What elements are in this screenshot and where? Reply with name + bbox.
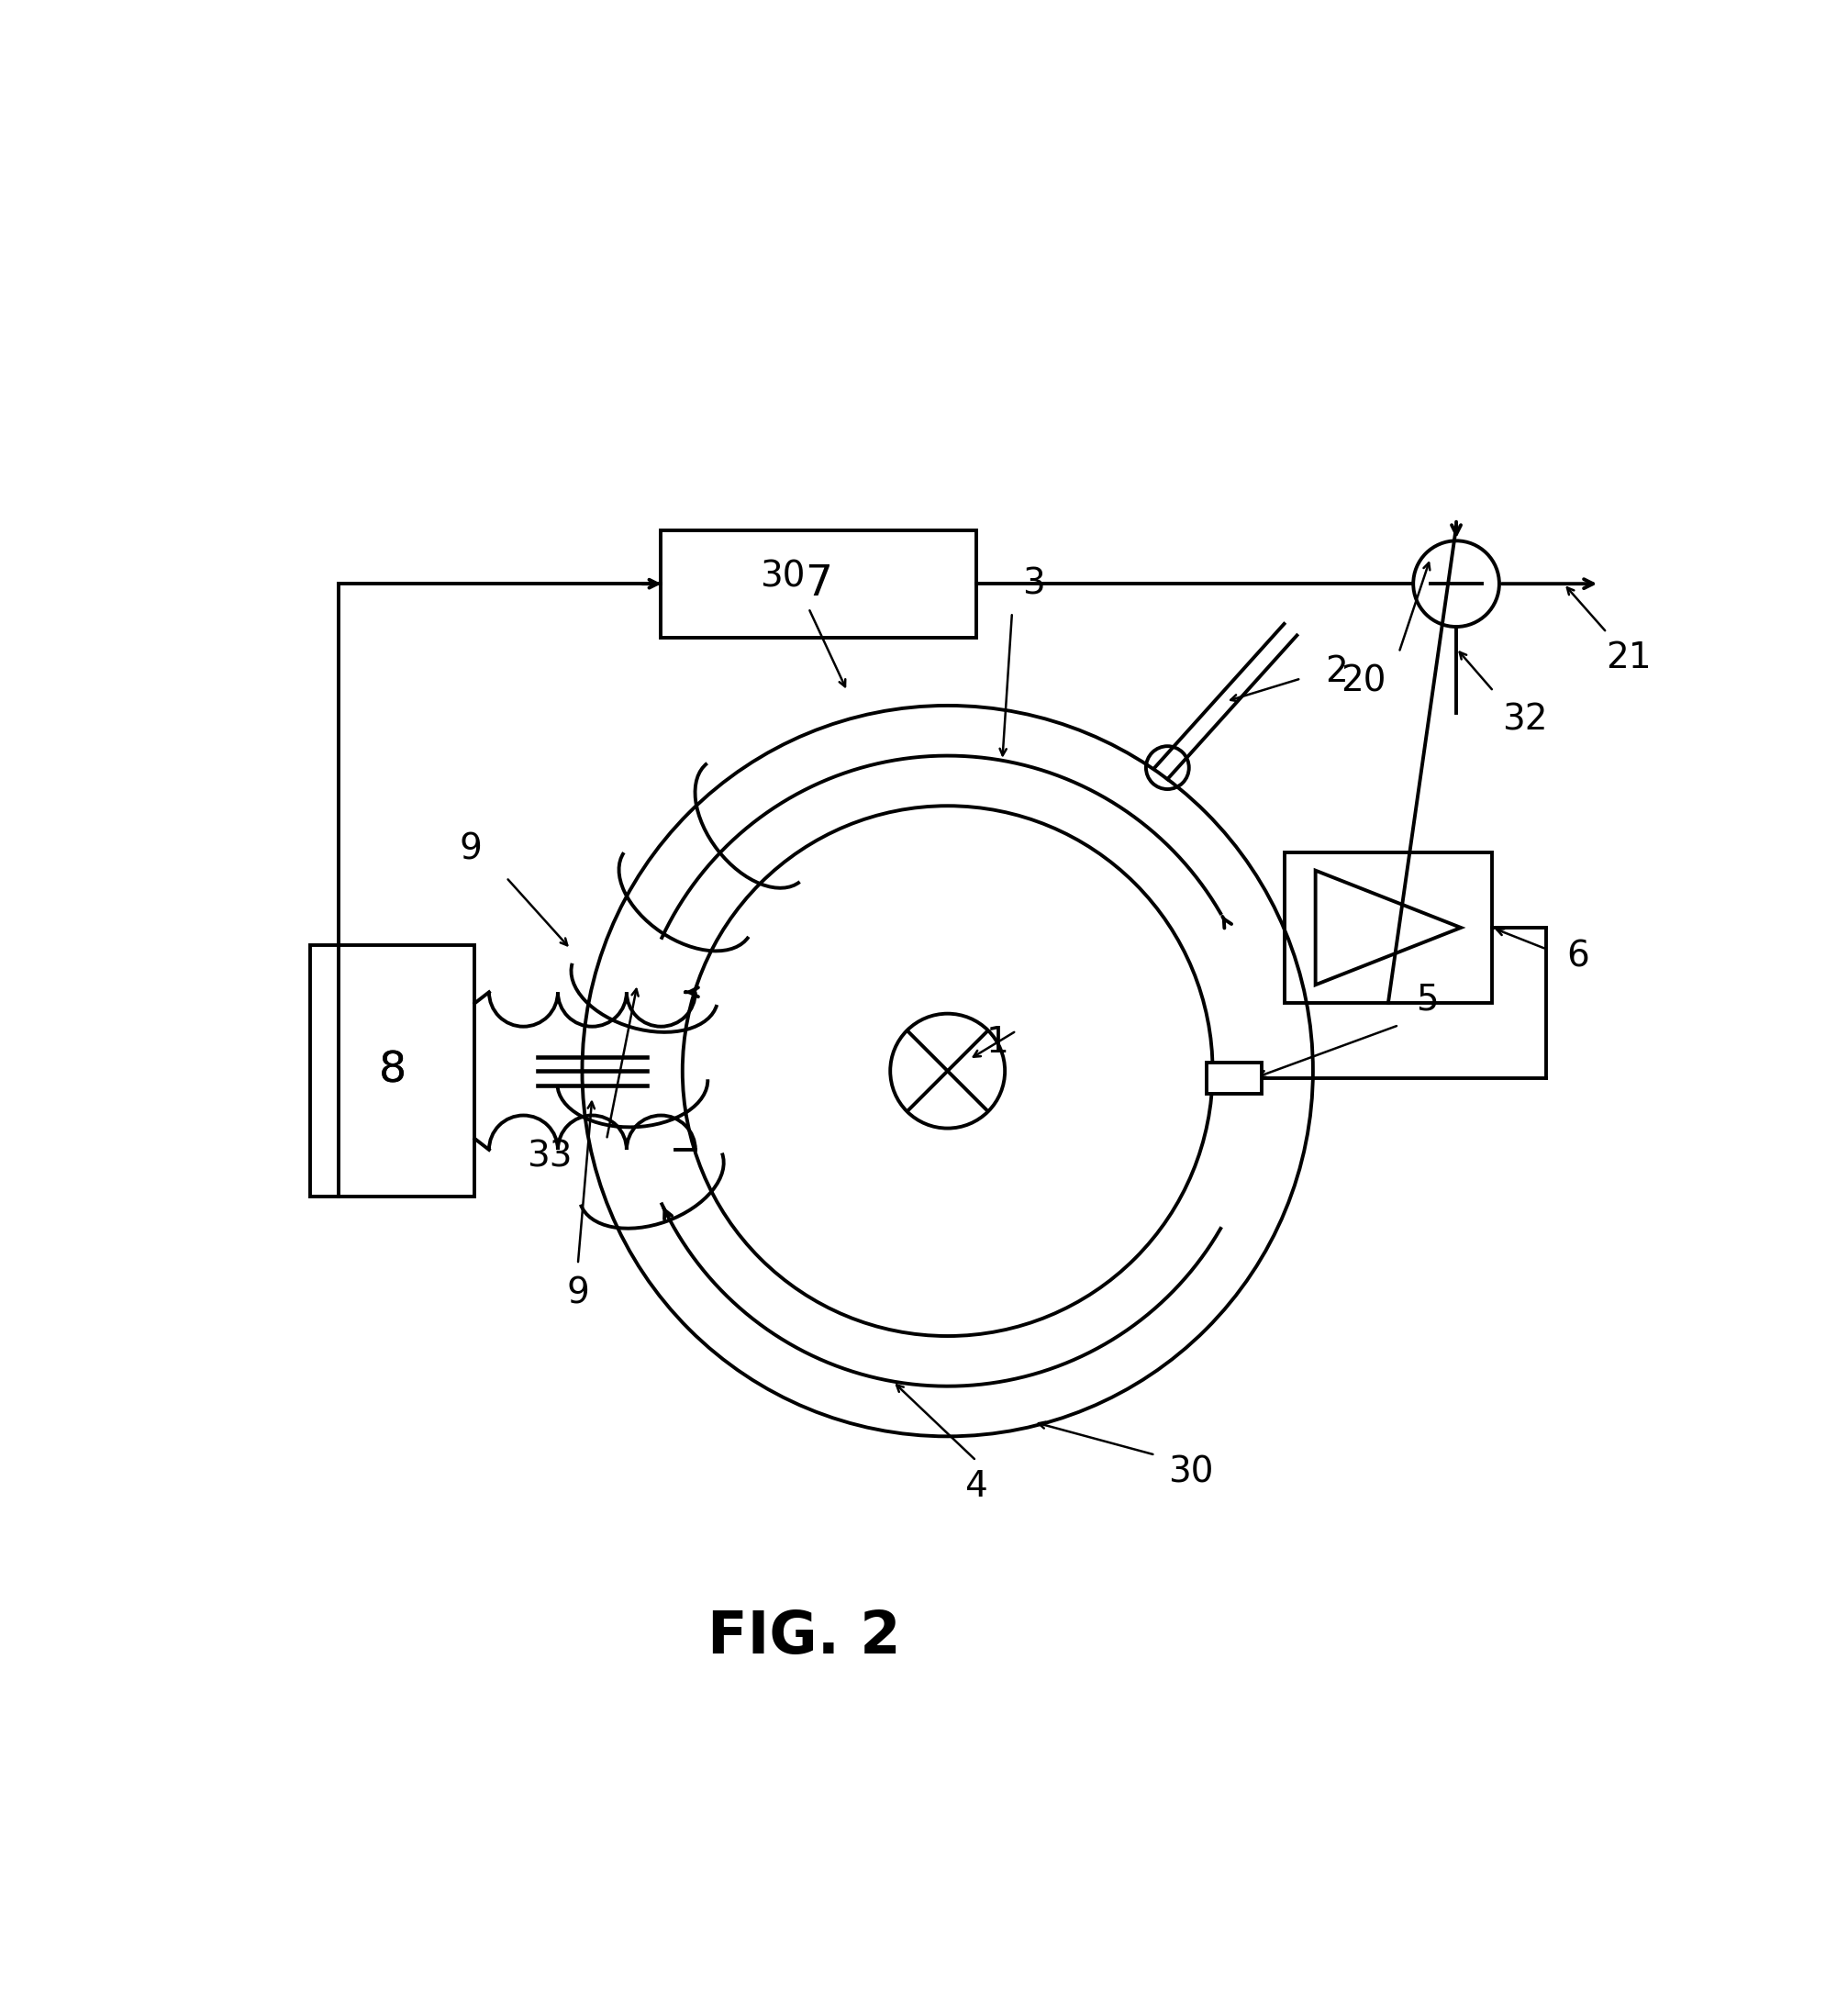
- Bar: [310, 945, 475, 1196]
- Text: 20: 20: [1340, 664, 1386, 700]
- Text: 9: 9: [565, 1276, 590, 1311]
- Bar: [1207, 1062, 1260, 1094]
- Text: 6: 6: [1565, 939, 1589, 975]
- Text: 30: 30: [1168, 1455, 1214, 1489]
- Bar: [662, 530, 976, 638]
- Text: 5: 5: [1416, 983, 1438, 1016]
- Text: 8: 8: [379, 1050, 407, 1092]
- Text: 4: 4: [965, 1469, 987, 1505]
- Text: 9: 9: [458, 831, 482, 867]
- Text: 2: 2: [1325, 654, 1347, 690]
- Text: 21: 21: [1604, 642, 1650, 676]
- Text: 1: 1: [985, 1024, 1009, 1060]
- Text: FIG. 2: FIG. 2: [708, 1608, 900, 1666]
- Text: 32: 32: [1502, 702, 1547, 737]
- Text: 7: 7: [804, 564, 832, 604]
- Text: 30: 30: [760, 560, 806, 594]
- Text: 8: 8: [379, 1050, 407, 1092]
- Text: 33: 33: [527, 1140, 571, 1174]
- Bar: [1284, 853, 1491, 1002]
- Text: 3: 3: [1022, 566, 1044, 602]
